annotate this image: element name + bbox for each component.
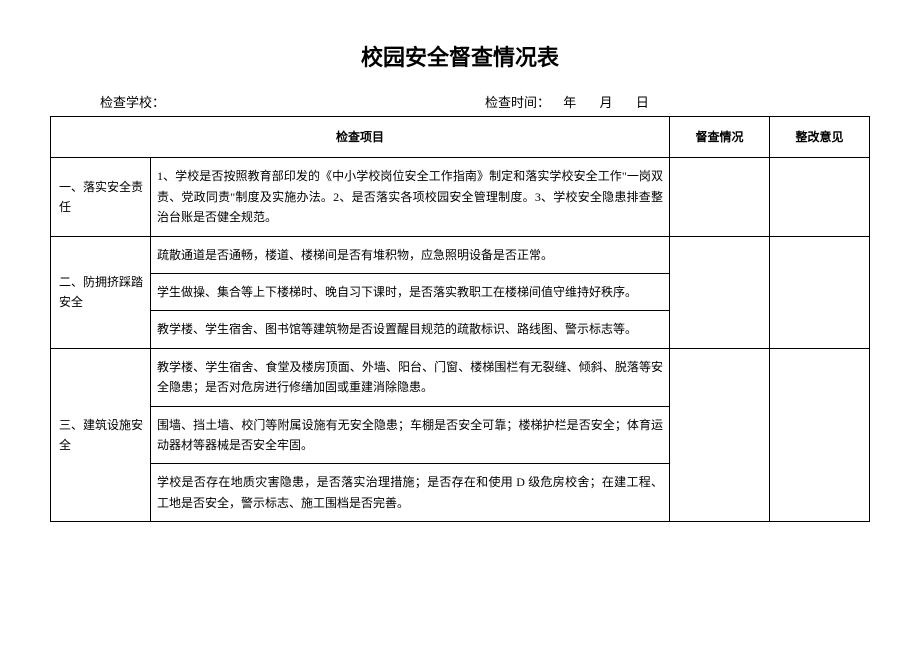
opinion-cell bbox=[770, 158, 870, 236]
meta-row: 检查学校： 检查时间： 年 月 日 bbox=[50, 92, 870, 111]
time-label-block: 检查时间： 年 月 日 bbox=[485, 92, 659, 111]
status-cell bbox=[670, 158, 770, 236]
content-cell: 围墙、挡土墙、校门等附属设施有无安全隐患；车棚是否安全可靠；楼梯护栏是否安全；体… bbox=[151, 406, 670, 464]
date-fields: 年 月 日 bbox=[553, 92, 659, 111]
month-label: 月 bbox=[600, 95, 613, 110]
content-cell: 学生做操、集合等上下楼梯时、晚自习下课时，是否落实教职工在楼梯间值守维持好秩序。 bbox=[151, 273, 670, 310]
header-opinion: 整改意见 bbox=[770, 117, 870, 158]
content-cell: 学校是否存在地质灾害隐患，是否落实治理措施；是否存在和使用 D 级危房校舍；在建… bbox=[151, 464, 670, 522]
category-cell: 一、落实安全责任 bbox=[51, 158, 151, 236]
content-cell: 教学楼、学生宿舍、图书馆等建筑物是否设置醒目规范的疏散标识、路线图、警示标志等。 bbox=[151, 311, 670, 348]
table-row: 三、建筑设施安全教学楼、学生宿舍、食堂及楼房顶面、外墙、阳台、门窗、楼梯围栏有无… bbox=[51, 348, 870, 406]
day-label: 日 bbox=[636, 95, 649, 110]
status-cell bbox=[670, 236, 770, 348]
table-row: 二、防拥挤踩踏安全疏散通道是否通畅，楼道、楼梯间是否有堆积物，应急照明设备是否正… bbox=[51, 236, 870, 273]
table-row: 一、落实安全责任1、学校是否按照教育部印发的《中小学校岗位安全工作指南》制定和落… bbox=[51, 158, 870, 236]
page-title: 校园安全督查情况表 bbox=[50, 40, 870, 72]
category-cell: 三、建筑设施安全 bbox=[51, 348, 151, 521]
content-cell: 教学楼、学生宿舍、食堂及楼房顶面、外墙、阳台、门窗、楼梯围栏有无裂缝、倾斜、脱落… bbox=[151, 348, 670, 406]
header-status: 督查情况 bbox=[670, 117, 770, 158]
time-label: 检查时间： bbox=[485, 95, 550, 110]
content-cell: 疏散通道是否通畅，楼道、楼梯间是否有堆积物，应急照明设备是否正常。 bbox=[151, 236, 670, 273]
category-cell: 二、防拥挤踩踏安全 bbox=[51, 236, 151, 348]
table-header-row: 检查项目 督查情况 整改意见 bbox=[51, 117, 870, 158]
opinion-cell bbox=[770, 348, 870, 521]
header-item: 检查项目 bbox=[51, 117, 670, 158]
year-label: 年 bbox=[563, 95, 576, 110]
content-cell: 1、学校是否按照教育部印发的《中小学校岗位安全工作指南》制定和落实学校安全工作"… bbox=[151, 158, 670, 236]
inspection-table: 检查项目 督查情况 整改意见 一、落实安全责任1、学校是否按照教育部印发的《中小… bbox=[50, 116, 870, 522]
opinion-cell bbox=[770, 236, 870, 348]
status-cell bbox=[670, 348, 770, 521]
school-label: 检查学校： bbox=[100, 92, 165, 111]
